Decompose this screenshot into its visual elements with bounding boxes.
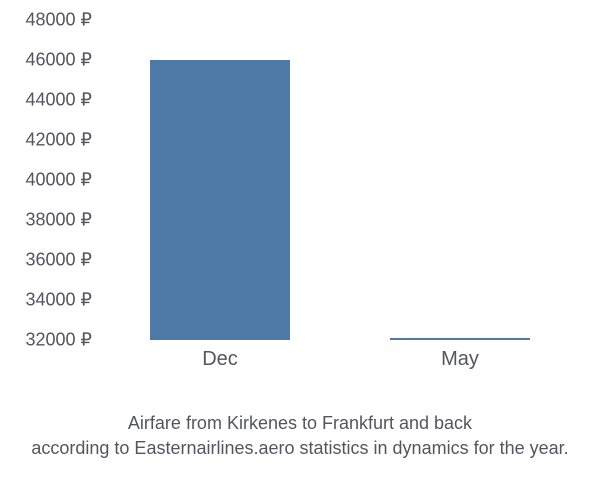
bar [150,60,289,340]
y-axis-tick: 34000 ₽ [10,290,92,311]
y-axis-tick: 44000 ₽ [10,90,92,111]
y-axis-tick: 48000 ₽ [10,10,92,31]
y-axis-tick: 46000 ₽ [10,50,92,71]
y-axis-tick: 42000 ₽ [10,130,92,151]
y-axis-tick: 32000 ₽ [10,330,92,351]
y-axis-tick: 38000 ₽ [10,210,92,231]
chart-caption: Airfare from Kirkenes to Frankfurt and b… [0,411,600,460]
bar [390,338,529,340]
y-axis-tick: 40000 ₽ [10,170,92,191]
caption-line-2: according to Easternairlines.aero statis… [31,438,568,458]
x-axis-label: May [441,348,479,371]
bar-chart: 32000 ₽34000 ₽36000 ₽38000 ₽40000 ₽42000… [100,20,580,340]
caption-line-1: Airfare from Kirkenes to Frankfurt and b… [128,413,472,433]
x-axis-label: Dec [202,348,238,371]
y-axis-tick: 36000 ₽ [10,250,92,271]
